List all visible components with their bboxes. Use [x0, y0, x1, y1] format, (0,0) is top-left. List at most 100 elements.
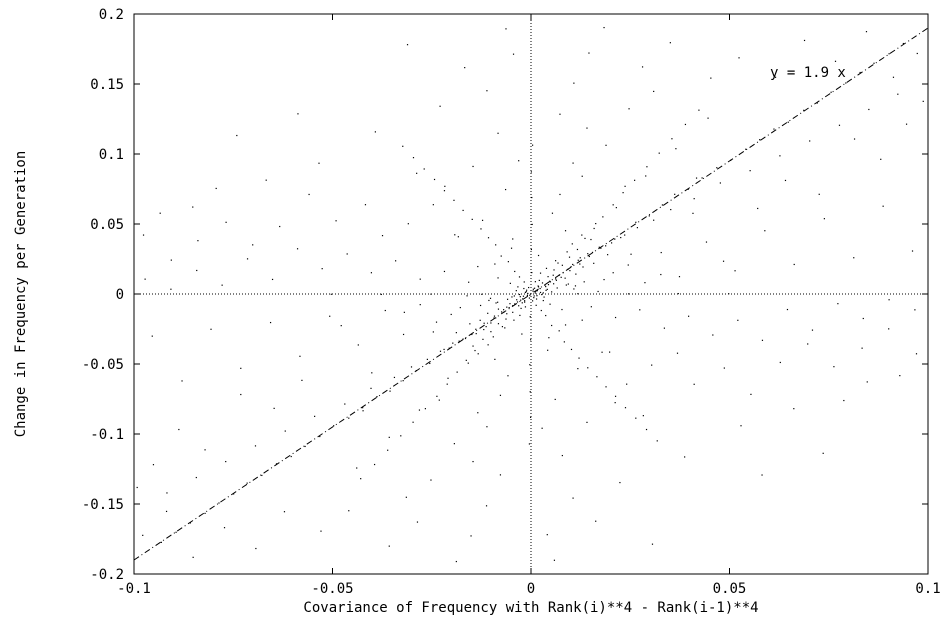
data-point: [240, 367, 242, 369]
data-point: [142, 534, 144, 536]
data-point: [635, 221, 637, 223]
data-point: [529, 294, 531, 296]
data-point: [283, 511, 286, 513]
data-point: [553, 283, 555, 285]
data-point: [651, 364, 653, 366]
data-point: [710, 77, 712, 79]
data-point: [551, 212, 554, 214]
data-point: [619, 481, 621, 484]
data-point: [670, 208, 672, 211]
data-point: [374, 131, 376, 133]
y-tick-label: -0.1: [90, 427, 124, 443]
data-point: [579, 257, 581, 259]
data-point: [192, 206, 194, 208]
data-point: [511, 296, 513, 298]
axis-ticks: [133, 13, 929, 575]
data-point: [512, 238, 514, 240]
data-point: [469, 323, 471, 325]
data-point: [882, 205, 884, 207]
data-point: [539, 272, 542, 274]
data-point: [603, 26, 605, 29]
data-point: [684, 123, 687, 126]
data-point: [454, 234, 456, 236]
data-point: [482, 338, 484, 340]
data-point: [360, 478, 362, 480]
data-point: [761, 474, 763, 476]
data-point: [656, 440, 658, 442]
data-point: [508, 306, 510, 309]
data-point: [240, 393, 242, 396]
data-point: [521, 333, 523, 335]
data-point: [501, 326, 504, 328]
data-point: [531, 271, 533, 274]
data-point: [587, 253, 589, 255]
data-point: [534, 292, 536, 294]
data-point: [596, 376, 598, 378]
data-point: [749, 170, 751, 172]
data-point: [535, 290, 537, 293]
data-point: [605, 386, 607, 388]
data-point: [465, 359, 467, 361]
data-point: [584, 237, 586, 240]
data-point: [641, 66, 644, 68]
data-point: [528, 443, 531, 445]
data-point: [587, 367, 589, 369]
data-point: [357, 344, 359, 346]
x-tick-label: -0.05: [311, 581, 353, 597]
data-point: [569, 270, 571, 272]
data-point: [537, 285, 539, 287]
data-point: [468, 281, 470, 283]
data-point: [660, 273, 662, 276]
data-point: [576, 248, 579, 251]
data-point: [252, 244, 254, 246]
data-points: [136, 26, 924, 563]
data-point: [581, 234, 583, 236]
data-point: [626, 383, 628, 385]
data-point: [745, 148, 747, 150]
data-point: [540, 309, 542, 312]
data-point: [545, 285, 547, 288]
data-point: [510, 247, 513, 249]
data-point: [865, 31, 868, 33]
data-point: [853, 257, 855, 259]
data-point: [803, 109, 805, 111]
data-point: [552, 274, 554, 276]
data-point: [529, 316, 531, 318]
data-point: [568, 256, 571, 258]
data-point: [495, 317, 497, 319]
data-point: [603, 278, 605, 281]
data-point: [497, 308, 500, 310]
data-point: [873, 62, 875, 64]
data-point: [271, 278, 274, 281]
data-point: [779, 361, 781, 364]
data-point: [519, 296, 521, 298]
data-point: [479, 319, 481, 321]
data-point: [572, 162, 574, 164]
data-point: [513, 319, 515, 321]
data-point: [304, 445, 306, 448]
data-point: [500, 255, 502, 257]
data-point: [275, 463, 278, 465]
data-point: [880, 158, 882, 160]
data-point: [868, 108, 870, 111]
data-point: [308, 193, 310, 196]
data-point: [447, 377, 449, 379]
data-point: [545, 314, 547, 317]
data-point: [246, 258, 249, 260]
data-point: [578, 357, 580, 359]
data-point: [574, 285, 577, 287]
data-point: [853, 138, 856, 140]
data-point: [530, 171, 532, 173]
data-point: [837, 303, 839, 305]
data-point: [412, 421, 414, 423]
data-point: [489, 297, 492, 299]
data-point: [221, 284, 223, 286]
data-point: [570, 348, 573, 351]
data-point: [487, 237, 490, 239]
data-point: [481, 293, 483, 295]
data-point: [548, 337, 550, 339]
data-point: [556, 287, 558, 289]
data-point: [615, 207, 617, 209]
data-point: [486, 90, 488, 92]
data-point: [497, 277, 499, 279]
